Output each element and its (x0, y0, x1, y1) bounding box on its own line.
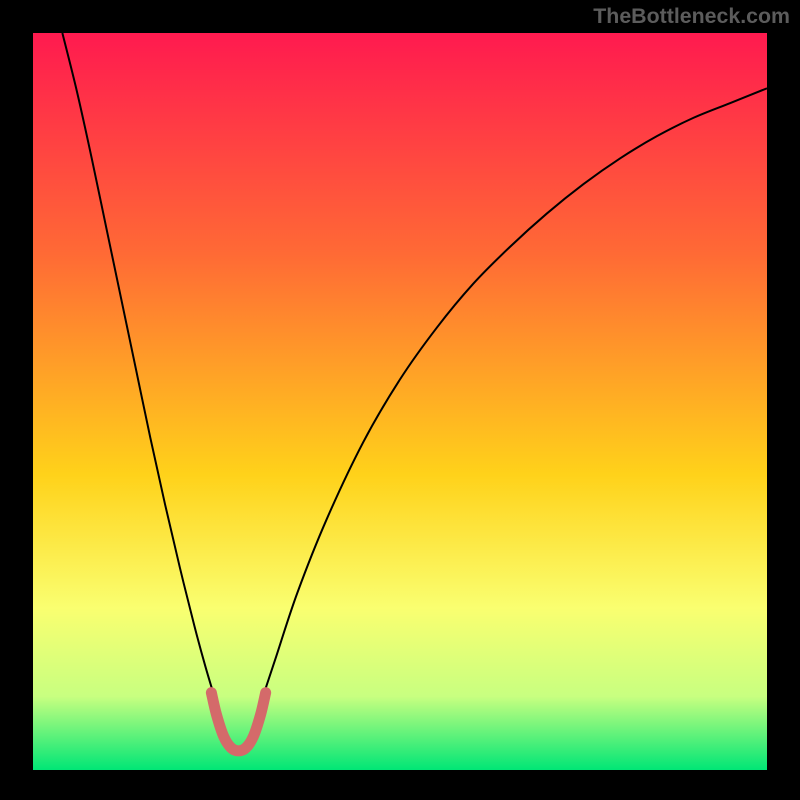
curve-left (62, 33, 216, 704)
watermark-text: TheBottleneck.com (593, 4, 790, 29)
plot-gradient-area (33, 33, 767, 770)
curve-right (261, 88, 767, 703)
highlight-valley (211, 693, 265, 751)
plot-svg (33, 33, 767, 770)
